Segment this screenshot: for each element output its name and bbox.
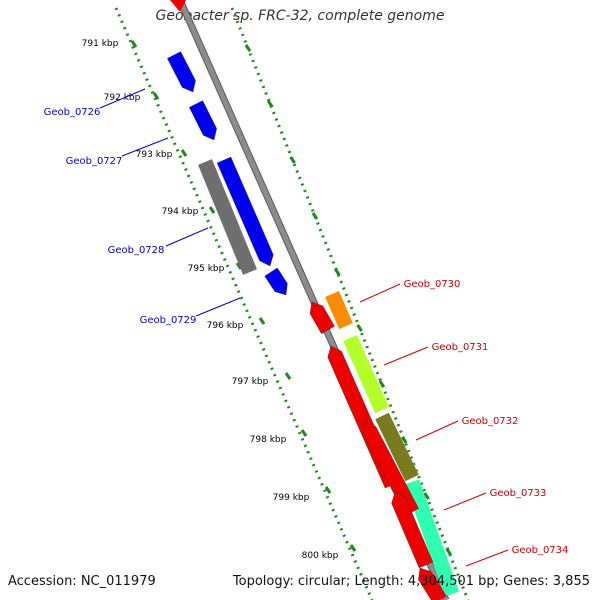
ruler-tick	[180, 149, 188, 157]
ruler-tick-label: 795 kbp	[188, 264, 225, 274]
gene-arrow-geob-0729	[264, 267, 288, 296]
gene-label-geob-0734: Geob_0734	[512, 545, 569, 556]
ruler-tick-label: 800 kbp	[302, 551, 339, 561]
feature-tracks	[198, 159, 460, 597]
ruler-tick-label: 792 kbp	[104, 93, 141, 103]
gene-arrow-geob-0726	[167, 51, 196, 93]
ruler-tick	[258, 317, 266, 325]
ruler-tick	[400, 436, 408, 444]
gene-arrow-geob-0732	[362, 421, 419, 516]
ruler-line-outer	[230, 7, 470, 600]
accession-text: Accession: NC_011979	[8, 574, 156, 589]
ruler-tick-label: 791 kbp	[82, 39, 119, 49]
ruler-tick	[311, 212, 319, 220]
gene-labels: Geob_0726 Geob_0727 Geob_0728 Geob_0729 Geob…	[44, 88, 569, 567]
ruler-tick	[333, 268, 341, 276]
ruler-tick	[423, 492, 430, 500]
gene-label-leader	[443, 492, 487, 511]
ruler: 791 kbp 792 kbp 793 kbp 794 kbp 795 kbp 796 k…	[82, 7, 470, 600]
ruler-tick	[289, 156, 296, 164]
map-title: Geobacter sp. FRC-32, complete genome	[155, 8, 445, 24]
ruler-tick	[349, 544, 357, 552]
gene-label-geob-0733: Geob_0733	[490, 488, 547, 499]
gene-label-geob-0728: Geob_0728	[108, 245, 165, 256]
gene-label-leader	[99, 88, 146, 109]
ruler-tick	[356, 324, 363, 332]
gene-label-leader	[383, 346, 429, 366]
genome-summary-text: Topology: circular; Length: 4,304,501 bp…	[232, 574, 590, 589]
gene-arrow-geob-0730	[309, 301, 335, 334]
gene-label-leader	[359, 283, 401, 303]
ruler-tick-label: 797 kbp	[232, 377, 269, 387]
gene-arrow-geob-0734	[418, 567, 447, 600]
ruler-tick	[324, 486, 332, 494]
ruler-tick	[378, 380, 386, 388]
gene-label-geob-0727: Geob_0727	[66, 156, 123, 167]
ruler-tick	[284, 372, 292, 380]
ruler-tick	[267, 100, 274, 108]
ruler-tick	[208, 206, 216, 214]
ruler-tick	[130, 40, 138, 48]
feature-bar	[404, 479, 460, 597]
gene-label-leader	[165, 227, 209, 247]
ruler-tick-label: 793 kbp	[136, 150, 173, 160]
gene-tracks	[167, 0, 447, 600]
ruler-tick-label: 799 kbp	[273, 493, 310, 503]
ruler-tick-label: 798 kbp	[250, 435, 287, 445]
gene-label-leader	[415, 420, 459, 441]
partial-gene-arrow	[170, 0, 186, 12]
ruler-tick	[152, 92, 160, 100]
gene-label-geob-0730: Geob_0730	[404, 279, 461, 290]
gene-label-leader	[465, 549, 509, 567]
gene-arrow-geob-0733	[391, 491, 434, 569]
ruler-tick	[445, 548, 453, 556]
ruler-tick	[244, 44, 252, 52]
ruler-tick	[300, 429, 308, 437]
gene-label-leader	[195, 297, 241, 317]
ruler-tick-label: 794 kbp	[162, 207, 199, 217]
ruler-line-inner	[114, 7, 374, 600]
gene-arrow-geob-0728	[216, 156, 274, 267]
gene-arrow-geob-0727	[189, 100, 217, 141]
gene-label-geob-0729: Geob_0729	[140, 315, 197, 326]
gene-label-geob-0726: Geob_0726	[44, 107, 101, 118]
feature-bar	[198, 159, 257, 275]
ruler-tick-label: 796 kbp	[207, 321, 244, 331]
gene-label-leader	[121, 137, 169, 157]
feature-bar	[375, 412, 419, 482]
feature-bar	[343, 334, 389, 414]
gene-label-geob-0731: Geob_0731	[432, 342, 489, 353]
feature-bar	[325, 290, 353, 330]
gene-label-geob-0732: Geob_0732	[462, 416, 519, 427]
